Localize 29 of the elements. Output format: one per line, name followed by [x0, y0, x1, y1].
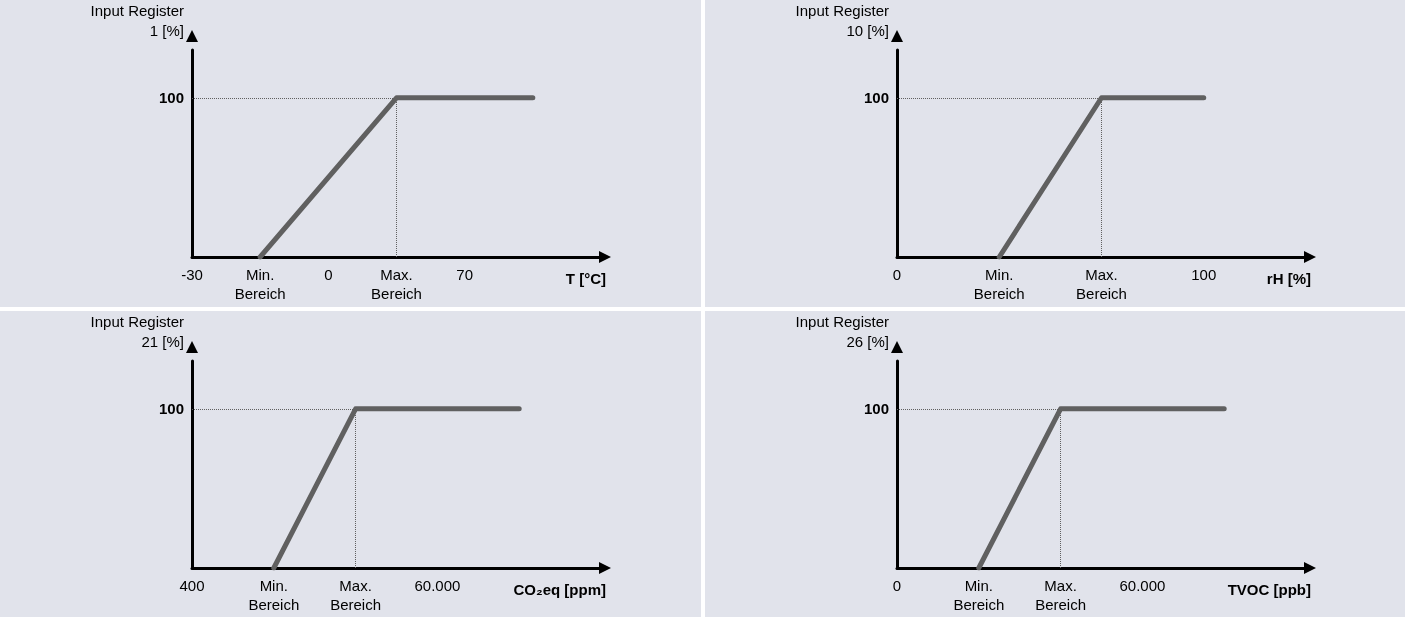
x-axis-title: TVOC [ppb]	[1227, 580, 1311, 598]
x-axis-title: CO₂eq [ppm]	[513, 580, 606, 598]
x-tick-label: Min. Bereich	[248, 576, 300, 613]
x-tick-label: 0	[892, 576, 901, 594]
x-tick-label: Max. Bereich	[1075, 266, 1127, 302]
y-axis-title: Input Register 26 [%]	[795, 312, 889, 349]
x-tick-label: 70	[456, 266, 474, 283]
x-axis-title: T [°C]	[565, 270, 606, 287]
x-tick-label: 60.000	[414, 576, 461, 594]
ref-line-label: 100	[863, 89, 889, 107]
ref-line-label: 100	[863, 399, 889, 417]
x-tick-label: -30	[181, 266, 203, 283]
y-axis-title: Input Register 21 [%]	[90, 312, 184, 349]
x-axis-title: rH [%]	[1266, 270, 1311, 287]
x-tick-label: 100	[1190, 266, 1216, 283]
x-tick-label: Min. Bereich	[234, 266, 286, 302]
x-tick-label: Max. Bereich	[330, 576, 382, 613]
ref-line-label: 100	[158, 89, 184, 107]
x-tick-label: 0	[892, 266, 901, 283]
y-axis-title: Input Register 1 [%]	[90, 1, 184, 39]
x-tick-label: Min. Bereich	[952, 576, 1004, 613]
x-tick-label: Max. Bereich	[371, 266, 422, 302]
y-axis-title: Input Register 10 [%]	[795, 1, 889, 39]
ref-line-label: 100	[158, 399, 184, 417]
x-tick-label: 400	[179, 576, 205, 594]
x-tick-label: Min. Bereich	[973, 266, 1025, 302]
x-tick-label: Max. Bereich	[1034, 576, 1086, 613]
x-tick-label: 60.000	[1118, 576, 1165, 594]
x-tick-label: 0	[324, 266, 333, 283]
